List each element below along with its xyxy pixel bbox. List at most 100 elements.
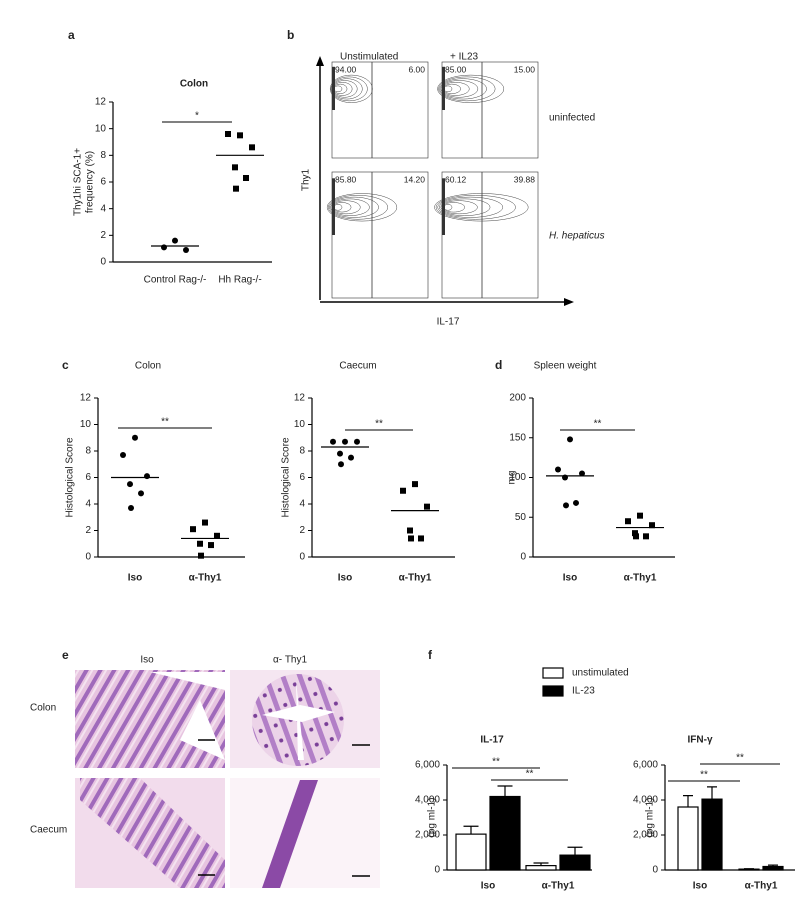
y-tick-label: 2	[85, 525, 91, 536]
data-point	[567, 436, 573, 443]
chart-title: IFN-γ	[688, 735, 713, 746]
quadrant-value: 94.00	[335, 64, 357, 74]
y-axis-label: (pg ml-1)	[427, 797, 438, 837]
column-label: + IL23	[450, 52, 479, 63]
y-tick-label: 12	[95, 97, 107, 108]
data-point	[579, 470, 585, 477]
legend-label: unstimulated	[572, 668, 629, 679]
contour	[442, 202, 465, 213]
data-point	[132, 434, 138, 441]
y-tick-label: 0	[85, 552, 91, 563]
bar	[489, 795, 521, 871]
data-point	[400, 487, 406, 494]
y-tick-label: 6,000	[633, 760, 658, 771]
y-tick-label: 6	[299, 472, 305, 483]
data-point	[120, 451, 126, 458]
dense-edge	[442, 66, 445, 110]
data-point	[183, 247, 189, 253]
row-label: H. hepaticus	[549, 231, 605, 242]
contour	[331, 78, 363, 100]
data-point	[127, 481, 133, 488]
contour	[440, 80, 479, 98]
y-tick-label: 6,000	[415, 760, 440, 771]
y-tick-label: 50	[515, 512, 527, 523]
row-label: uninfected	[549, 113, 595, 124]
flow-plot-frame	[441, 171, 539, 299]
contour	[333, 85, 343, 93]
panel-letter: f	[428, 648, 433, 662]
chart-title: Colon	[135, 361, 161, 372]
significance-label: **	[594, 419, 602, 430]
data-point	[225, 131, 231, 137]
data-point	[632, 530, 638, 537]
contour	[330, 76, 368, 102]
data-point	[625, 518, 631, 525]
data-point	[649, 522, 655, 529]
row-label: Colon	[30, 703, 56, 714]
x-tick-label: Iso	[563, 573, 577, 584]
contour	[331, 80, 358, 98]
bar	[677, 806, 699, 871]
data-point	[643, 533, 649, 540]
lumen	[150, 672, 225, 760]
y-axis-label: frequency (%)	[85, 151, 96, 213]
dense-edge	[442, 178, 445, 235]
y-tick-label: 2	[299, 525, 305, 536]
y-tick-label: 6	[100, 177, 106, 188]
x-tick-label: Control Rag-/-	[144, 275, 207, 286]
data-point	[128, 504, 134, 511]
panel-letter: c	[62, 358, 69, 372]
significance-label: *	[195, 111, 199, 122]
data-point	[172, 237, 178, 244]
significance-label: **	[492, 757, 500, 768]
x-tick-label: Hh Rag-/-	[218, 275, 261, 286]
data-point	[202, 519, 208, 526]
bar	[701, 798, 723, 871]
y-tick-label: 0	[299, 552, 305, 563]
y-tick-label: 150	[509, 432, 526, 443]
y-axis-label: Thy1hi SCA-1+	[73, 148, 84, 216]
y-tick-label: 4	[299, 499, 305, 510]
chart-title: Colon	[180, 79, 208, 90]
y-axis-label: mg	[507, 471, 518, 485]
tissue	[262, 780, 318, 888]
contour	[329, 196, 379, 218]
y-axis-label: (pg ml-1)	[645, 797, 656, 837]
y-tick-label: 4	[100, 203, 106, 214]
dense-edge	[332, 66, 335, 110]
data-point	[342, 438, 348, 445]
data-point	[412, 481, 418, 488]
quadrant-value: 85.80	[335, 174, 357, 184]
data-point	[208, 542, 214, 549]
error-bar	[683, 795, 693, 807]
contour	[434, 193, 529, 222]
data-point	[354, 438, 360, 445]
contour	[326, 193, 398, 222]
data-point	[214, 532, 220, 539]
x-tick-label: α-Thy1	[624, 573, 657, 584]
data-point	[633, 533, 639, 540]
x-tick-label: α-Thy1	[745, 881, 778, 892]
quadrant-value: 60.12	[445, 174, 467, 184]
significance-label: **	[736, 753, 744, 764]
x-tick-label: α-Thy1	[399, 573, 432, 584]
significance-label: **	[700, 770, 708, 781]
panel-letter: e	[62, 648, 69, 662]
contour	[440, 200, 478, 215]
quadrant-value: 39.88	[514, 174, 536, 184]
data-point	[337, 450, 343, 457]
y-tick-label: 0	[434, 865, 440, 876]
contour	[331, 200, 361, 215]
x-tick-label: α-Thy1	[542, 881, 575, 892]
x-tick-label: Iso	[128, 573, 142, 584]
panel-letter: d	[495, 358, 502, 372]
data-point	[144, 473, 150, 480]
y-tick-label: 2	[100, 230, 106, 241]
y-tick-label: 2,000	[415, 830, 440, 841]
contour	[435, 195, 516, 220]
panel-letter: b	[287, 28, 294, 42]
y-tick-label: 2,000	[633, 830, 658, 841]
x-tick-label: Iso	[693, 881, 707, 892]
y-tick-label: 8	[299, 446, 305, 457]
